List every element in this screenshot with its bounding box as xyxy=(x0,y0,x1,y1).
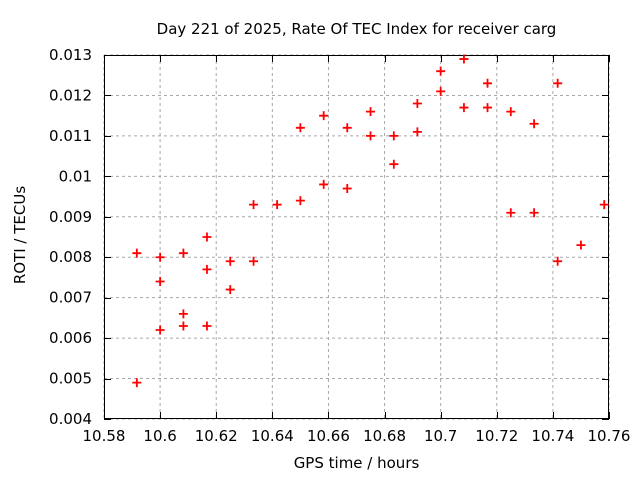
x-tick-label: 10.62 xyxy=(195,427,238,445)
data-point-marker xyxy=(553,256,563,266)
data-point-marker xyxy=(202,232,212,242)
y-tick-label: 0.013 xyxy=(49,46,92,64)
data-point-marker xyxy=(366,131,376,141)
data-point-marker xyxy=(483,78,493,88)
data-point-marker xyxy=(576,240,586,250)
x-tick-label: 10.72 xyxy=(475,427,518,445)
x-tick-label: 10.6 xyxy=(143,427,176,445)
data-point-marker xyxy=(178,248,188,258)
data-point-marker xyxy=(412,99,422,109)
x-tick-label: 10.58 xyxy=(83,427,126,445)
data-point-marker xyxy=(412,127,422,137)
data-point-marker xyxy=(506,107,516,117)
x-tick-label: 10.76 xyxy=(588,427,631,445)
data-point-marker xyxy=(132,378,142,388)
data-point-marker xyxy=(506,208,516,218)
data-point-marker xyxy=(553,78,563,88)
data-point-marker xyxy=(132,248,142,258)
data-point-marker xyxy=(459,54,469,64)
data-point-marker xyxy=(249,200,259,210)
data-point-marker xyxy=(178,309,188,319)
data-point-marker xyxy=(436,66,446,76)
y-tick-label: 0.005 xyxy=(49,370,92,388)
data-point-marker xyxy=(272,200,282,210)
data-point-marker xyxy=(295,196,305,206)
x-axis-title: GPS time / hours xyxy=(293,454,420,472)
data-point-marker xyxy=(366,107,376,117)
data-point-marker xyxy=(529,208,539,218)
y-tick-label: 0.012 xyxy=(49,86,92,104)
data-point-marker xyxy=(599,200,609,210)
y-tick-label: 0.009 xyxy=(49,208,92,226)
x-tick-label: 10.68 xyxy=(363,427,406,445)
data-point-marker xyxy=(295,123,305,133)
data-point-marker xyxy=(436,86,446,96)
data-point-marker xyxy=(202,264,212,274)
data-point-marker xyxy=(342,123,352,133)
data-point-marker xyxy=(202,321,212,331)
y-tick-label: 0.007 xyxy=(49,289,92,307)
data-point-marker xyxy=(178,321,188,331)
data-point-marker xyxy=(389,159,399,169)
data-point-marker xyxy=(319,111,329,121)
plot-border xyxy=(104,55,609,419)
y-tick-label: 0.01 xyxy=(59,167,92,185)
data-point-marker xyxy=(155,276,165,286)
data-point-marker xyxy=(155,325,165,335)
chart-title: Day 221 of 2025, Rate Of TEC Index for r… xyxy=(156,20,557,38)
y-tick-label: 0.011 xyxy=(49,127,92,145)
data-point-marker xyxy=(389,131,399,141)
data-point-marker xyxy=(483,103,493,113)
x-tick-label: 10.74 xyxy=(531,427,574,445)
x-tick-label: 10.64 xyxy=(251,427,294,445)
y-tick-label: 0.006 xyxy=(49,329,92,347)
data-point-marker xyxy=(155,252,165,262)
data-point-marker xyxy=(225,256,235,266)
y-tick-label: 0.008 xyxy=(49,248,92,266)
data-point-marker xyxy=(529,119,539,129)
data-point-marker xyxy=(249,256,259,266)
x-tick-label: 10.7 xyxy=(424,427,457,445)
x-tick-label: 10.66 xyxy=(307,427,350,445)
data-point-marker xyxy=(225,285,235,295)
y-tick-label: 0.004 xyxy=(49,410,92,428)
data-point-marker xyxy=(342,183,352,193)
data-point-marker xyxy=(459,103,469,113)
data-point-marker xyxy=(319,179,329,189)
